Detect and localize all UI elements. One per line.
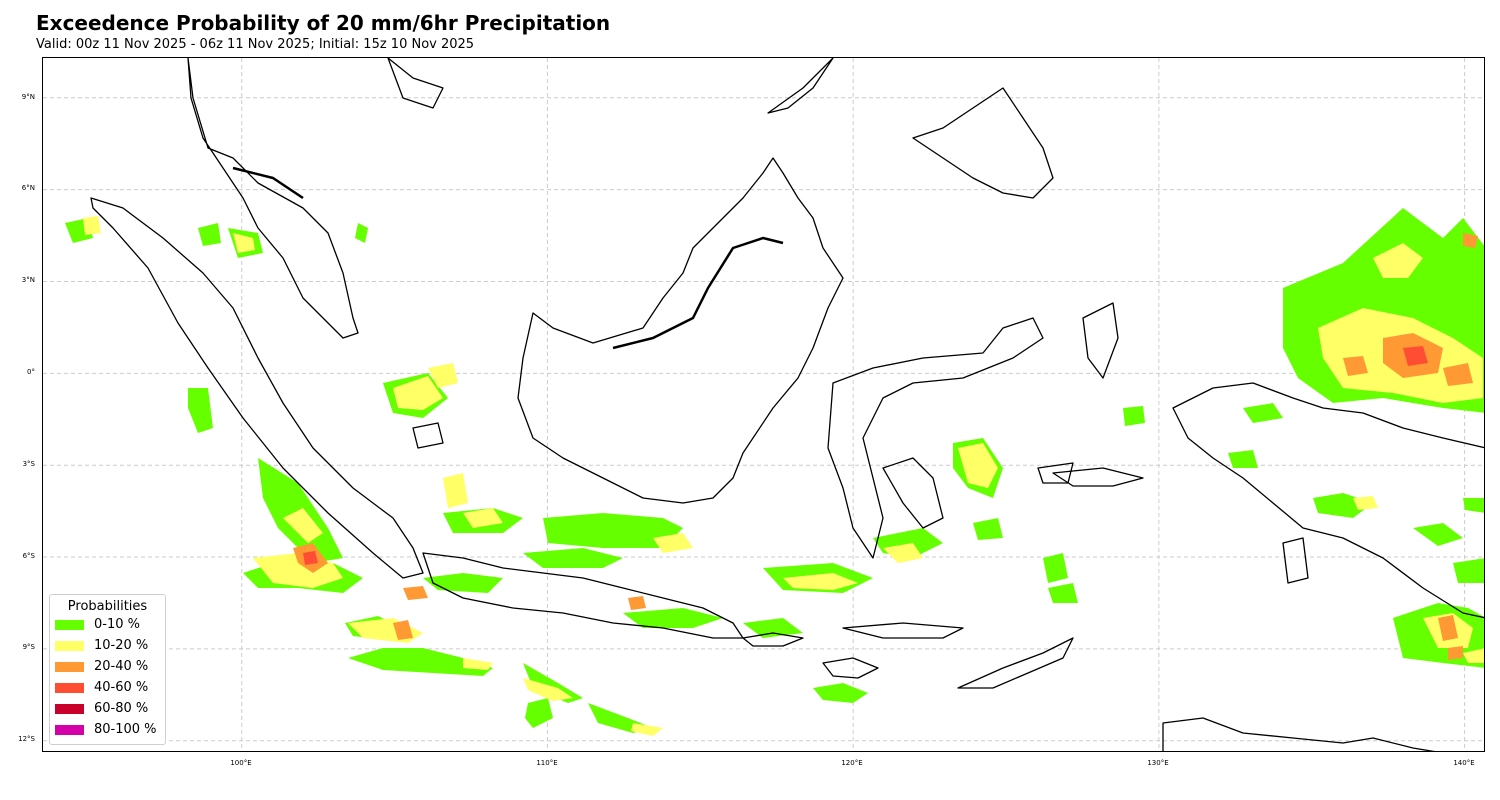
halmahera-coast [1082, 302, 1119, 379]
precip-level-0-10 [65, 208, 1484, 733]
sabah-border [612, 236, 784, 350]
legend: Probabilities 0-10 % 10-20 % 20-40 % 40-… [49, 594, 166, 745]
sumba-coast [822, 657, 879, 679]
legend-swatch [55, 661, 84, 672]
lon-label-120e: 120°E [841, 759, 863, 767]
sulawesi-coast [827, 317, 1044, 559]
aru-coast [1282, 537, 1309, 584]
lat-label-3s: 3°S [22, 460, 35, 468]
philippines-mindanao-coast [912, 87, 1054, 199]
lat-label-12s: 12°S [18, 735, 35, 743]
map-area [42, 57, 1485, 752]
precip-shading [65, 208, 1484, 736]
legend-item: 20-40 % [55, 656, 165, 677]
borneo-coast [517, 157, 844, 504]
lon-label-130e: 130°E [1147, 759, 1169, 767]
legend-item: 0-10 % [55, 614, 165, 635]
timor-coast [957, 637, 1074, 689]
legend-swatch [55, 619, 84, 630]
lat-label-6s: 6°S [22, 552, 35, 560]
lon-label-140e: 140°E [1453, 759, 1475, 767]
seram-coast [1052, 467, 1144, 487]
legend-item: 10-20 % [55, 635, 165, 656]
philippines-palawan-coast [767, 58, 834, 114]
legend-swatch [55, 682, 84, 693]
lon-label-110e: 110°E [536, 759, 558, 767]
lat-label-9s: 9°S [22, 643, 35, 651]
lat-label-6n: 6°N [21, 184, 35, 192]
lat-label-0: 0° [27, 368, 35, 376]
sumatra-coast [90, 197, 424, 579]
lat-label-9n: 9°N [21, 93, 35, 101]
legend-label: 60-80 % [94, 701, 149, 716]
legend-swatch [55, 703, 84, 714]
legend-item: 80-100 % [55, 719, 165, 740]
australia-north-coast [1162, 717, 1435, 751]
legend-swatch [55, 640, 84, 651]
thai-border [232, 166, 304, 200]
java-coast [422, 552, 744, 639]
flores-coast [842, 622, 964, 639]
luzon-coast [387, 58, 444, 109]
legend-item: 40-60 % [55, 677, 165, 698]
map-subtitle: Valid: 00z 11 Nov 2025 - 06z 11 Nov 2025… [36, 37, 475, 52]
legend-item: 60-80 % [55, 698, 165, 719]
bali-lombok-coast [742, 632, 804, 647]
legend-label: 0-10 % [94, 617, 140, 632]
malay-peninsula-coast [187, 58, 359, 339]
legend-title: Probabilities [67, 599, 148, 614]
legend-label: 40-60 % [94, 680, 149, 695]
legend-label: 20-40 % [94, 659, 149, 674]
buru-coast [1037, 462, 1074, 484]
legend-swatch [55, 724, 84, 735]
legend-label: 10-20 % [94, 638, 149, 653]
lat-label-3n: 3°N [21, 276, 35, 284]
map-title: Exceedence Probability of 20 mm/6hr Prec… [36, 11, 611, 35]
bangka-coast [412, 422, 444, 449]
precip-level-10-20 [83, 216, 1484, 736]
sulawesi-se-arm [882, 457, 944, 529]
map-canvas [43, 58, 1484, 751]
new-guinea-coast [1172, 382, 1484, 619]
coastlines [90, 58, 1484, 751]
lon-label-100e: 100°E [230, 759, 252, 767]
legend-label: 80-100 % [94, 722, 157, 737]
precip-level-40-60 [303, 346, 1428, 565]
